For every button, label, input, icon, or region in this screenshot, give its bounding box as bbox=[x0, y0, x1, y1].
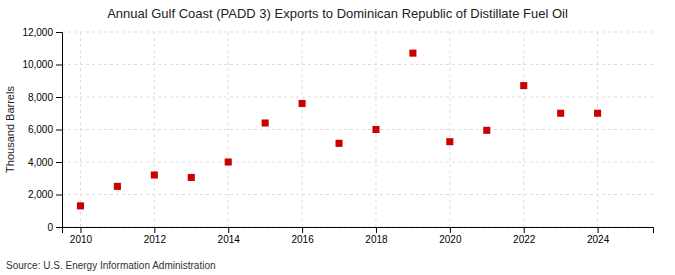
point bbox=[409, 50, 416, 57]
grid-line bbox=[62, 97, 653, 98]
point bbox=[594, 110, 601, 117]
tick-label: 2,000 bbox=[28, 189, 53, 200]
tick: 6,000 bbox=[28, 124, 62, 135]
tick: 12,000 bbox=[22, 27, 62, 38]
tick-label: 2024 bbox=[587, 234, 610, 245]
tick-mark bbox=[56, 65, 62, 66]
grid bbox=[62, 32, 653, 227]
grid-line bbox=[62, 64, 653, 65]
tick-label: 12,000 bbox=[22, 27, 53, 38]
y-axis-title: Thousand Barrels bbox=[4, 86, 16, 173]
tick-label: 2014 bbox=[218, 234, 241, 245]
tick-label: 2018 bbox=[365, 234, 388, 245]
point bbox=[225, 158, 232, 165]
tick: 2014 bbox=[218, 227, 241, 245]
plot: 2010 2012 2014 2016 2018 2020 2022 2024 0 2,000 4,… bbox=[22, 27, 653, 245]
tick-mark bbox=[56, 97, 62, 98]
tick: 2010 bbox=[70, 227, 93, 245]
tick: 2022 bbox=[513, 227, 536, 245]
tick: 2,000 bbox=[28, 189, 62, 200]
grid-line bbox=[62, 162, 653, 163]
tick-label: 4,000 bbox=[28, 157, 53, 168]
point bbox=[299, 100, 306, 107]
tick-mark bbox=[524, 227, 525, 233]
tick: 10,000 bbox=[22, 59, 62, 70]
tick: 2012 bbox=[144, 227, 167, 245]
x-axis: 2010 2012 2014 2016 2018 2020 2022 2024 bbox=[63, 227, 654, 245]
title: Annual Gulf Coast (PADD 3) Exports to Do… bbox=[107, 6, 568, 21]
points bbox=[77, 50, 601, 210]
tick: 2016 bbox=[291, 227, 314, 245]
axis-line bbox=[63, 228, 654, 234]
tick-mark bbox=[56, 32, 62, 33]
point bbox=[77, 202, 84, 209]
source: Source: U.S. Energy Information Administ… bbox=[6, 260, 216, 271]
point bbox=[372, 126, 379, 133]
tick-mark bbox=[376, 227, 377, 233]
point bbox=[151, 171, 158, 178]
tick-label: 8,000 bbox=[28, 92, 53, 103]
y-axis: 0 2,000 4,000 6,000 8,000 10,000 12,000 bbox=[22, 27, 62, 233]
point bbox=[483, 127, 490, 134]
point bbox=[335, 140, 342, 147]
tick-mark bbox=[302, 227, 303, 233]
point bbox=[446, 138, 453, 145]
tick: 8,000 bbox=[28, 92, 62, 103]
tick-mark bbox=[450, 227, 451, 233]
chart: 2010 2012 2014 2016 2018 2020 2022 2024 0 2,000 4,… bbox=[0, 0, 675, 275]
tick: 2024 bbox=[587, 227, 610, 245]
point bbox=[114, 183, 121, 190]
point bbox=[188, 174, 195, 181]
tick-label: 10,000 bbox=[22, 59, 53, 70]
tick-mark bbox=[228, 227, 229, 233]
tick-mark bbox=[56, 195, 62, 196]
tick-mark bbox=[80, 227, 81, 233]
tick-label: 2022 bbox=[513, 234, 536, 245]
point bbox=[262, 119, 269, 126]
tick-mark bbox=[154, 227, 155, 233]
tick: 4,000 bbox=[28, 157, 62, 168]
tick-label: 0 bbox=[47, 222, 53, 233]
tick-label: 6,000 bbox=[28, 124, 53, 135]
tick-mark bbox=[56, 162, 62, 163]
tick-label: 2012 bbox=[144, 234, 167, 245]
grid-line bbox=[62, 129, 653, 130]
tick-mark bbox=[56, 130, 62, 131]
grid-line bbox=[62, 194, 653, 195]
tick-label: 2010 bbox=[70, 234, 93, 245]
tick-label: 2020 bbox=[439, 234, 462, 245]
grid-line bbox=[228, 32, 229, 227]
tick-label: 2016 bbox=[291, 234, 314, 245]
tick: 0 bbox=[47, 222, 62, 233]
tick-mark bbox=[56, 227, 62, 228]
point bbox=[520, 82, 527, 89]
grid-line bbox=[62, 32, 653, 33]
grid-line bbox=[449, 32, 450, 227]
tick-mark bbox=[598, 227, 599, 233]
point bbox=[557, 110, 564, 117]
tick: 2020 bbox=[439, 227, 462, 245]
tick: 2018 bbox=[365, 227, 388, 245]
axis-line bbox=[56, 33, 63, 228]
